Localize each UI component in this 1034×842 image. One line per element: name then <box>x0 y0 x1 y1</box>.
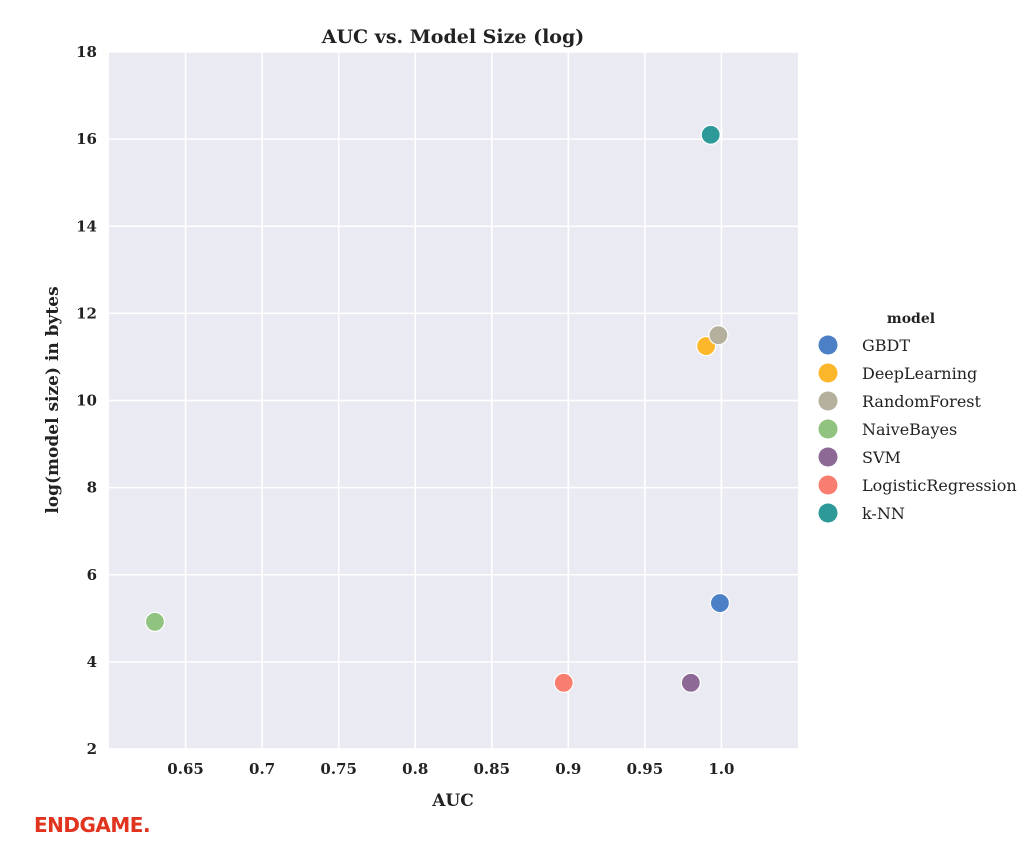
legend-label: GBDT <box>862 336 910 355</box>
legend-label: k-NN <box>862 504 905 523</box>
chart-title: AUC vs. Model Size (log) <box>321 26 585 48</box>
y-tick-label: 6 <box>87 566 97 584</box>
legend-marker-logisticregression <box>818 475 838 495</box>
legend-label: SVM <box>862 448 901 467</box>
legend-marker-k-nn <box>818 503 838 523</box>
y-tick-label: 8 <box>87 479 97 497</box>
y-tick-label: 18 <box>76 43 97 61</box>
y-tick-label: 16 <box>76 130 97 148</box>
legend-title: model <box>887 311 935 327</box>
y-tick-label: 12 <box>76 304 97 322</box>
y-tick-label: 10 <box>76 392 97 410</box>
legend-label: NaiveBayes <box>862 420 957 439</box>
x-tick-label: 0.8 <box>402 760 428 778</box>
legend-label: RandomForest <box>862 392 981 411</box>
data-point-randomforest <box>708 325 729 346</box>
y-tick-label: 14 <box>76 217 97 235</box>
x-axis-label: AUC <box>431 791 474 811</box>
legend: model GBDT DeepLearning RandomForest NaiveB… <box>818 311 1017 523</box>
x-tick-label: 0.9 <box>555 760 581 778</box>
tick-labels: 0.65 0.7 0.75 0.8 0.85 0.9 0.95 1.0 2 4 6 8 10 12 14 16… <box>76 43 734 778</box>
data-point-logisticregression <box>553 672 574 693</box>
legend-marker-deeplearning <box>818 363 838 383</box>
legend-marker-naivebayes <box>818 419 838 439</box>
data-points <box>144 124 731 693</box>
y-tick-label: 2 <box>87 740 97 758</box>
legend-label: DeepLearning <box>862 364 977 383</box>
legend-label: LogisticRegression <box>862 476 1017 495</box>
x-tick-label: 0.95 <box>627 760 664 778</box>
legend-items: GBDT DeepLearning RandomForest NaiveBayes SV… <box>818 335 1017 523</box>
legend-marker-svm <box>818 447 838 467</box>
x-tick-label: 1.0 <box>708 760 734 778</box>
data-point-gbdt <box>709 592 731 614</box>
data-point-svm <box>680 672 701 693</box>
legend-marker-randomforest <box>818 391 838 411</box>
legend-marker-gbdt <box>818 335 838 355</box>
grid-lines <box>109 51 798 750</box>
data-point-k-nn <box>700 124 721 145</box>
y-tick-label: 4 <box>87 653 97 671</box>
endgame-logo: ENDGAME. <box>34 813 151 837</box>
data-point-naivebayes <box>144 611 166 632</box>
x-tick-label: 0.7 <box>249 760 275 778</box>
x-tick-label: 0.65 <box>167 760 204 778</box>
y-axis-label: log(model size) in bytes <box>43 286 63 513</box>
x-tick-label: 0.75 <box>320 760 357 778</box>
x-tick-label: 0.85 <box>474 760 511 778</box>
